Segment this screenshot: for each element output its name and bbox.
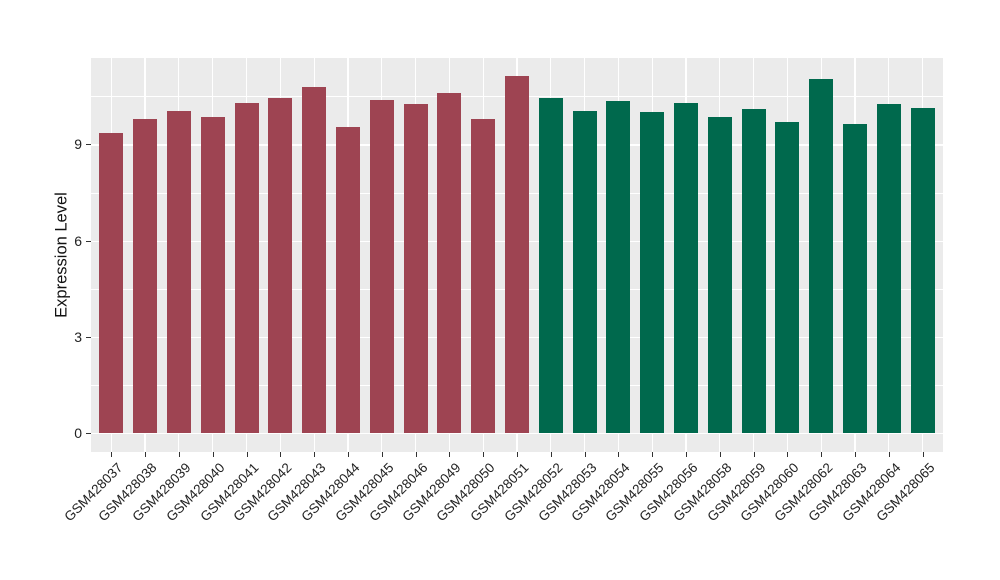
bar-GSM428050: [471, 118, 496, 433]
bar-GSM428060: [775, 122, 800, 433]
plot-panel: [91, 58, 943, 452]
x-tick-GSM428055: [652, 452, 654, 457]
x-tick-GSM428039: [178, 452, 180, 457]
y-tick-label-6: 6: [74, 232, 82, 249]
y-tick-label-9: 9: [74, 136, 82, 153]
x-tick-GSM428051: [517, 452, 518, 457]
x-tick-GSM428056: [686, 452, 688, 457]
bar-GSM428063: [843, 123, 868, 433]
bar-GSM428039: [166, 110, 191, 433]
x-tick-GSM428059: [753, 452, 755, 457]
x-tick-GSM428046: [415, 452, 417, 457]
x-tick-GSM428044: [347, 452, 349, 457]
x-tick-GSM428062: [821, 452, 823, 457]
x-tick-GSM428050: [483, 452, 485, 457]
bar-GSM428065: [910, 107, 935, 433]
x-tick-GSM428054: [618, 452, 620, 457]
y-tick-6: [86, 240, 91, 242]
x-tick-GSM428042: [280, 452, 282, 457]
x-tick-GSM428043: [314, 452, 316, 457]
x-tick-GSM428053: [584, 452, 586, 457]
x-tick-GSM428052: [550, 452, 552, 457]
bar-GSM428045: [369, 99, 394, 433]
x-tick-GSM428038: [145, 452, 147, 457]
x-tick-GSM428037: [111, 452, 113, 457]
x-tick-GSM428065: [922, 452, 924, 457]
bar-GSM428042: [268, 98, 293, 433]
y-axis-title: Expression Level: [52, 192, 71, 318]
bar-GSM428062: [809, 78, 834, 433]
x-tick-GSM428063: [855, 452, 857, 457]
bar-GSM428064: [876, 104, 901, 433]
y-tick-label-3: 3: [74, 328, 82, 345]
bar-GSM428052: [538, 98, 563, 433]
x-tick-GSM428060: [787, 452, 789, 457]
bar-GSM428041: [234, 102, 259, 433]
bar-GSM428043: [302, 86, 327, 433]
x-tick-GSM428041: [246, 452, 248, 457]
bar-GSM428053: [572, 110, 597, 433]
bar-GSM428038: [133, 118, 158, 433]
bar-GSM428049: [437, 93, 462, 433]
x-tick-GSM428058: [719, 452, 721, 457]
y-tick-0: [86, 432, 91, 434]
bar-GSM428051: [505, 75, 529, 433]
bar-GSM428056: [674, 102, 699, 433]
bar-GSM428037: [99, 133, 124, 433]
bar-GSM428058: [707, 117, 732, 433]
bar-GSM428040: [200, 117, 225, 433]
bar-GSM428044: [335, 126, 360, 433]
x-tick-GSM428040: [212, 452, 214, 457]
y-tick-3: [86, 336, 91, 338]
x-tick-GSM428049: [449, 452, 451, 457]
bar-GSM428059: [741, 109, 766, 433]
x-tick-GSM428064: [888, 452, 890, 457]
bar-GSM428055: [640, 112, 665, 433]
y-tick-9: [86, 144, 91, 146]
x-tick-GSM428045: [381, 452, 383, 457]
bar-GSM428046: [403, 104, 428, 433]
bar-GSM428054: [606, 101, 631, 433]
y-tick-label-0: 0: [74, 424, 82, 441]
